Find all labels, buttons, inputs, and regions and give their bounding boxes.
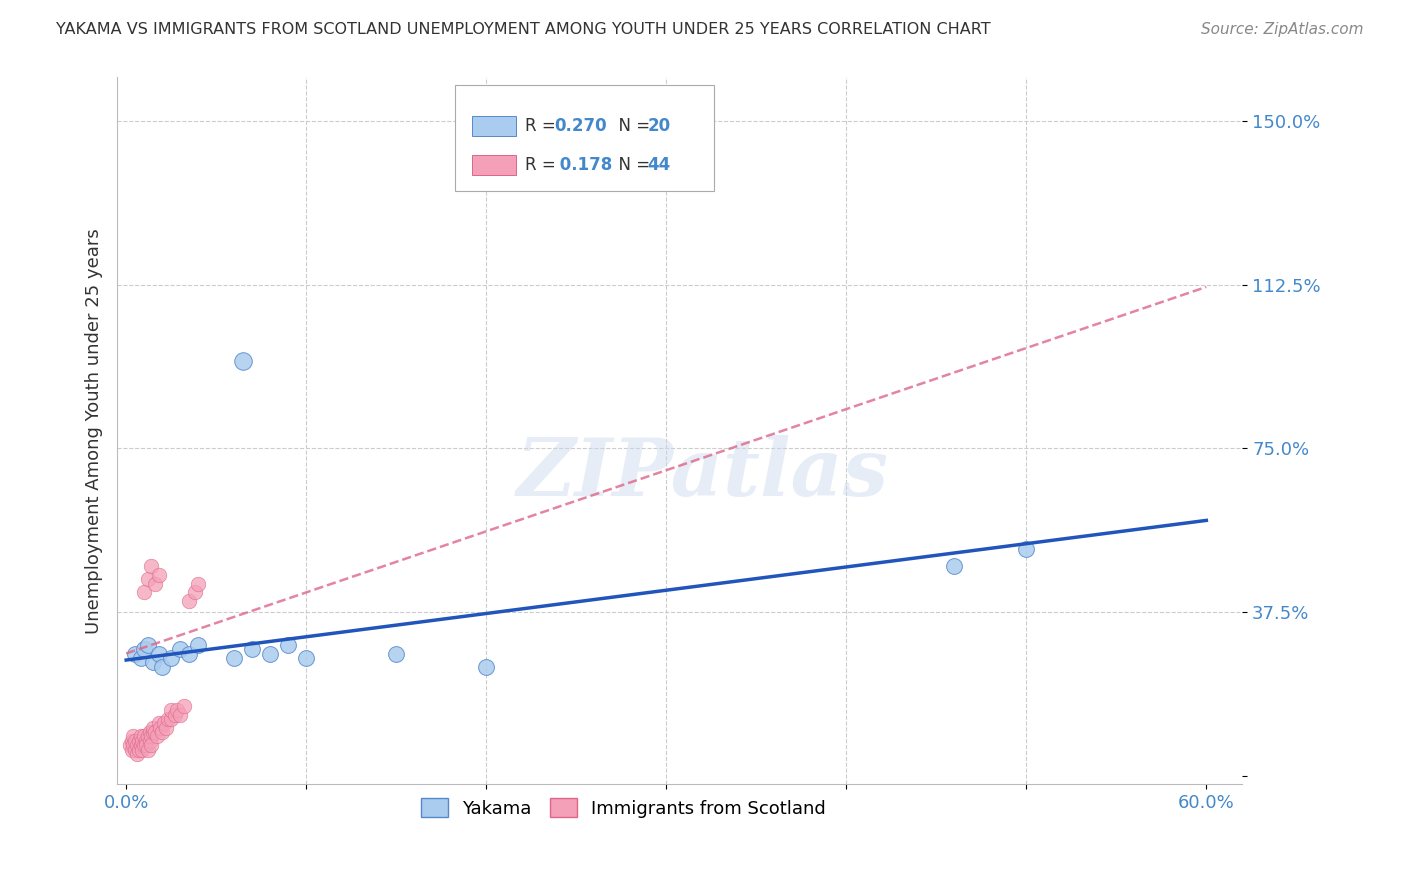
Point bbox=[125, 747, 148, 761]
Point bbox=[142, 725, 165, 739]
Point bbox=[138, 725, 160, 739]
Point bbox=[160, 703, 183, 717]
Point bbox=[183, 585, 205, 599]
Y-axis label: Unemployment Among Youth under 25 years: Unemployment Among Youth under 25 years bbox=[86, 228, 103, 634]
Point bbox=[142, 655, 165, 669]
Text: ZIPatlas: ZIPatlas bbox=[516, 434, 889, 512]
Point bbox=[141, 559, 163, 574]
Text: YAKAMA VS IMMIGRANTS FROM SCOTLAND UNEMPLOYMENT AMONG YOUTH UNDER 25 YEARS CORRE: YAKAMA VS IMMIGRANTS FROM SCOTLAND UNEMP… bbox=[56, 22, 991, 37]
Point bbox=[169, 642, 191, 657]
Point bbox=[143, 725, 166, 739]
Point bbox=[128, 733, 150, 747]
Point bbox=[124, 733, 146, 747]
Point bbox=[295, 651, 318, 665]
Point bbox=[156, 712, 179, 726]
Point bbox=[1015, 541, 1038, 556]
Legend: Yakama, Immigrants from Scotland: Yakama, Immigrants from Scotland bbox=[413, 791, 834, 825]
Point bbox=[129, 738, 152, 752]
Point bbox=[135, 733, 157, 747]
Point bbox=[153, 716, 176, 731]
Point bbox=[141, 738, 163, 752]
Point bbox=[143, 576, 166, 591]
Point bbox=[240, 642, 263, 657]
Point bbox=[141, 730, 163, 744]
Point bbox=[179, 594, 201, 608]
Point bbox=[125, 738, 148, 752]
FancyBboxPatch shape bbox=[471, 116, 516, 136]
Point bbox=[134, 738, 156, 752]
Point bbox=[124, 742, 146, 756]
Point bbox=[160, 651, 183, 665]
Point bbox=[129, 651, 152, 665]
FancyBboxPatch shape bbox=[471, 155, 516, 175]
Point bbox=[121, 733, 143, 747]
Point bbox=[148, 647, 170, 661]
Point bbox=[166, 703, 188, 717]
Point bbox=[232, 354, 254, 368]
Point bbox=[134, 642, 156, 657]
FancyBboxPatch shape bbox=[454, 85, 713, 191]
Text: N =: N = bbox=[607, 117, 655, 136]
Point bbox=[131, 742, 153, 756]
Text: 44: 44 bbox=[647, 156, 671, 174]
Point bbox=[148, 568, 170, 582]
Point bbox=[173, 698, 195, 713]
Text: 0.178: 0.178 bbox=[554, 156, 612, 174]
Point bbox=[148, 716, 170, 731]
Text: R =: R = bbox=[524, 156, 561, 174]
Point bbox=[142, 721, 165, 735]
Point bbox=[160, 712, 183, 726]
Point bbox=[150, 659, 173, 673]
Point bbox=[155, 721, 177, 735]
Point bbox=[149, 721, 172, 735]
Point bbox=[169, 707, 191, 722]
Point bbox=[187, 638, 209, 652]
Point bbox=[187, 576, 209, 591]
Point bbox=[118, 738, 141, 752]
Point bbox=[136, 638, 159, 652]
Point bbox=[138, 733, 160, 747]
Point bbox=[121, 742, 143, 756]
Point bbox=[224, 651, 246, 665]
Text: 0.270: 0.270 bbox=[554, 117, 606, 136]
Point bbox=[136, 742, 159, 756]
Point bbox=[943, 559, 966, 574]
Point bbox=[131, 733, 153, 747]
Point bbox=[136, 572, 159, 586]
Text: Source: ZipAtlas.com: Source: ZipAtlas.com bbox=[1201, 22, 1364, 37]
Point bbox=[122, 730, 145, 744]
Point bbox=[128, 742, 150, 756]
Point bbox=[385, 647, 408, 661]
Text: N =: N = bbox=[607, 156, 655, 174]
Point bbox=[179, 647, 201, 661]
Point bbox=[150, 725, 173, 739]
Point bbox=[134, 585, 156, 599]
Point bbox=[146, 730, 169, 744]
Point bbox=[277, 638, 299, 652]
Point bbox=[122, 738, 145, 752]
Point bbox=[163, 707, 186, 722]
Text: 20: 20 bbox=[647, 117, 671, 136]
Point bbox=[135, 738, 157, 752]
Point bbox=[124, 647, 146, 661]
Point bbox=[136, 730, 159, 744]
Point bbox=[129, 730, 152, 744]
Point bbox=[134, 730, 156, 744]
Point bbox=[259, 647, 281, 661]
Text: R =: R = bbox=[524, 117, 561, 136]
Point bbox=[475, 659, 498, 673]
